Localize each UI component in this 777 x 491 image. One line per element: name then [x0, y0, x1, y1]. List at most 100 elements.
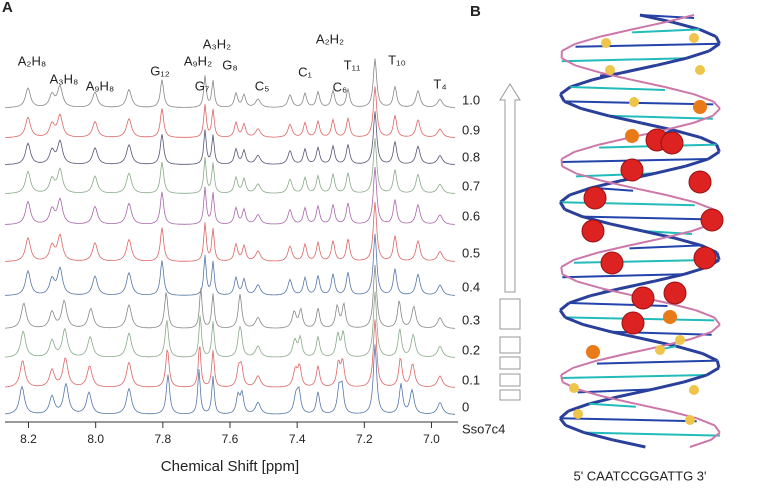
peak-label: A₂H₈	[18, 53, 47, 68]
backbone	[597, 353, 628, 360]
backbone	[629, 238, 662, 245]
backbone	[717, 253, 719, 260]
trace-label: 0.3	[462, 312, 480, 327]
backbone	[574, 253, 598, 260]
atom	[632, 287, 654, 309]
peak-label: A₉H₈	[86, 78, 115, 93]
trace-label: 0.4	[462, 279, 480, 294]
peak-label: T₁₀	[388, 52, 406, 67]
atom	[621, 159, 643, 181]
trace-label: Sso7c4	[462, 421, 505, 436]
backbone	[717, 145, 720, 152]
peak-label: T₄	[433, 76, 446, 91]
backbone	[636, 404, 669, 411]
panel-label: B	[470, 3, 481, 20]
base-pair	[597, 361, 717, 364]
backbone	[562, 152, 575, 159]
backbone	[696, 310, 715, 317]
backbone	[573, 361, 597, 368]
atom	[569, 383, 579, 393]
base-pair	[589, 404, 636, 407]
backbone	[667, 303, 695, 310]
backbone	[694, 94, 713, 101]
spectrum	[5, 86, 455, 137]
atom	[661, 132, 683, 154]
backbone	[566, 425, 585, 432]
backbone	[575, 145, 600, 152]
spectrum	[5, 167, 455, 224]
x-tick-label: 8.2	[20, 432, 37, 446]
atom	[625, 129, 639, 143]
trace-label: 0.6	[462, 208, 480, 223]
backbone	[712, 325, 720, 332]
backbone	[652, 382, 683, 389]
backbone	[713, 109, 720, 116]
atom	[601, 38, 611, 48]
backbone	[575, 37, 600, 44]
backbone	[666, 195, 695, 202]
backbone	[620, 281, 653, 288]
peak-label: C₁	[298, 64, 312, 79]
x-axis-label: Chemical Shift [ppm]	[161, 458, 299, 475]
backbone	[610, 224, 643, 231]
peak-label: C₅	[255, 78, 270, 93]
panel-label: A	[2, 0, 13, 16]
atom	[685, 415, 695, 425]
spectra	[5, 59, 455, 415]
backbone	[675, 238, 701, 245]
backbone	[600, 29, 632, 36]
atom	[695, 65, 705, 75]
backbone	[575, 65, 600, 72]
trace-label: 0.7	[462, 178, 480, 193]
base-pair	[582, 217, 720, 220]
peak-label: A₉H₂	[184, 53, 212, 68]
base-pair	[570, 87, 665, 90]
atom	[663, 310, 677, 324]
peak-label: G₈	[222, 57, 238, 72]
dna-model	[560, 15, 723, 447]
spectrum	[5, 138, 455, 193]
backbone	[632, 80, 665, 87]
trace-label: 0.1	[462, 372, 480, 387]
backbone	[697, 418, 715, 425]
backbone	[562, 44, 576, 51]
spectrum	[5, 111, 455, 164]
peak-label: C₆	[333, 79, 348, 94]
peak-label: A₃H₂	[203, 36, 231, 51]
backbone	[655, 166, 686, 173]
trace-label: 1.0	[462, 92, 480, 107]
x-tick-label: 7.0	[423, 432, 440, 446]
backbone	[632, 22, 665, 29]
base-pair	[632, 29, 699, 32]
concentration-arrow	[500, 84, 520, 400]
atom	[689, 171, 711, 193]
trace-label: 0.8	[462, 149, 480, 164]
base-pair	[560, 418, 697, 421]
base-pair	[575, 44, 719, 47]
backbone	[560, 94, 564, 101]
backbone	[581, 109, 608, 116]
trace-label: 0	[462, 399, 469, 414]
atom	[586, 345, 600, 359]
x-tick-label: 7.4	[289, 432, 306, 446]
peak-label: T₁₁	[344, 57, 361, 72]
backbone	[708, 152, 719, 159]
backbone	[664, 123, 693, 130]
atom	[693, 100, 707, 114]
x-tick-label: 7.6	[222, 432, 239, 446]
backbone	[560, 310, 565, 317]
base-pair	[629, 245, 701, 248]
x-tick-label: 7.8	[154, 432, 171, 446]
peak-label: A₃H₈	[50, 71, 79, 86]
backbone	[565, 209, 583, 216]
backbone	[560, 87, 570, 94]
base-pair	[584, 433, 720, 436]
atom	[664, 282, 686, 304]
spectrum	[5, 265, 455, 329]
peak-label: G₁₂	[150, 63, 170, 78]
atom	[605, 65, 615, 75]
backbone	[570, 80, 592, 87]
trace-label: 0.9	[462, 122, 480, 137]
backbone	[623, 65, 656, 72]
base-pair	[560, 202, 695, 205]
